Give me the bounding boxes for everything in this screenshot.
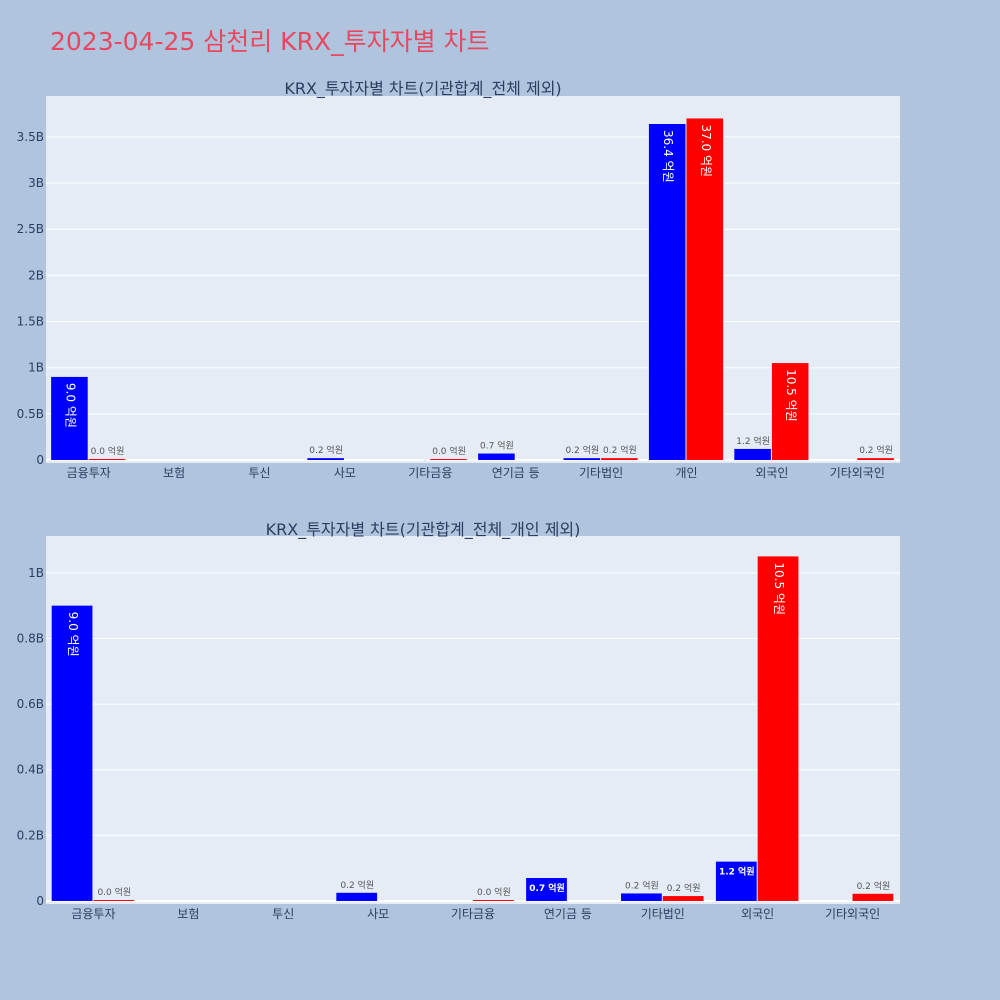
x-tick-label: 투신 [272,907,294,921]
y-tick-label: 3.5B [17,130,44,144]
x-tick-label: 투신 [248,466,270,480]
data-label: 0.2 억원 [857,880,891,892]
x-tick-label: 사모 [334,466,356,480]
bar [686,118,724,460]
data-label: 0.2 억원 [625,879,659,891]
y-tick-label: 2B [28,268,44,282]
data-label: 1.2 억원 [736,435,770,447]
y-tick-label: 1B [28,361,44,375]
x-tick-label: 개인 [675,466,697,480]
data-label: 0.2 억원 [309,444,343,456]
page-title: 2023-04-25 삼천리 KRX_투자자별 차트 [50,27,490,56]
bar [336,892,378,901]
y-tick-label: 0.4B [17,763,44,777]
x-tick-label: 금융투자 [71,907,115,921]
x-tick-label: 기타금융 [408,466,452,480]
chart-1: 0 0.5B 1B 1.5B 2B 2.5B 3B 3.5B KRX_투자자별 차트(기관합계_… [17,79,900,480]
bar [715,861,757,901]
x-tick-label: 기타법인 [641,907,685,921]
bar [757,556,799,901]
data-label: 10.5 억원 [772,562,786,615]
x-tick-label: 외국인 [741,907,774,921]
y-tick-label: 0 [36,453,44,467]
bar [563,458,601,460]
bar [601,458,638,460]
x-tick-label: 기타외국인 [825,907,880,921]
data-label: 0.0 억원 [432,445,466,457]
x-tick-label: 기타외국인 [830,466,885,480]
y-tick-label: 0.6B [17,697,44,711]
y-tick-label: 1.5B [17,315,44,329]
x-tick-label: 연기금 등 [492,466,540,480]
x-tick-label: 보험 [163,466,185,480]
bar [51,376,88,460]
data-label: 1.2 억원 [719,866,755,878]
bar [430,459,467,460]
data-label: 0.2 억원 [667,882,701,894]
bar [478,453,515,460]
data-label: 0.7 억원 [480,440,514,452]
x-tick-label: 보험 [177,907,199,921]
x-tick-label: 연기금 등 [544,907,592,921]
data-label: 0.2 억원 [565,444,599,456]
data-label: 9.0 억원 [66,612,80,657]
y-tick-label: 0 [36,894,44,908]
y-tick-label: 0.8B [17,631,44,645]
y-tick-label: 1B [28,566,44,580]
x-tick-label: 금융투자 [67,466,111,480]
data-label: 0.7 억원 [529,882,565,894]
data-label: 10.5 억원 [784,369,798,422]
bar [621,893,662,901]
chart-title: KRX_투자자별 차트(기관합계_전체 제외) [284,79,561,99]
data-label: 9.0 억원 [63,383,77,428]
data-label: 0.2 억원 [340,879,374,891]
bar [662,896,704,901]
data-label: 0.0 억원 [91,445,125,457]
y-tick-label: 2.5B [17,222,44,236]
bar [648,124,686,460]
chart-2: 0 0.2B 0.4B 0.6B 0.8B 1B KRX_투자자별 차트(기관합계_전체_개… [17,520,900,921]
data-label: 0.0 억원 [97,886,131,898]
bar [473,900,514,901]
plot-area [46,96,900,463]
bar [852,893,894,901]
data-label: 36.4 억원 [661,130,675,183]
y-tick-label: 0.5B [17,407,44,421]
y-tick-label: 0.2B [17,828,44,842]
bar [88,459,126,460]
data-label: 37.0 억원 [699,124,713,177]
bar [771,363,809,460]
bar [51,605,93,901]
data-label: 0.2 억원 [603,444,637,456]
chart-title: KRX_투자자별 차트(기관합계_전체_개인 제외) [266,520,581,540]
bar [857,458,894,460]
x-tick-label: 외국인 [755,466,788,480]
x-tick-label: 사모 [367,907,389,921]
data-label: 0.2 억원 [859,444,893,456]
bar [526,878,567,901]
bar [93,900,135,901]
y-tick-label: 3B [28,176,44,190]
bar [307,458,344,460]
bar [734,448,771,460]
x-tick-label: 기타법인 [579,466,623,480]
data-label: 0.0 억원 [477,886,511,898]
x-tick-label: 기타금융 [451,907,495,921]
